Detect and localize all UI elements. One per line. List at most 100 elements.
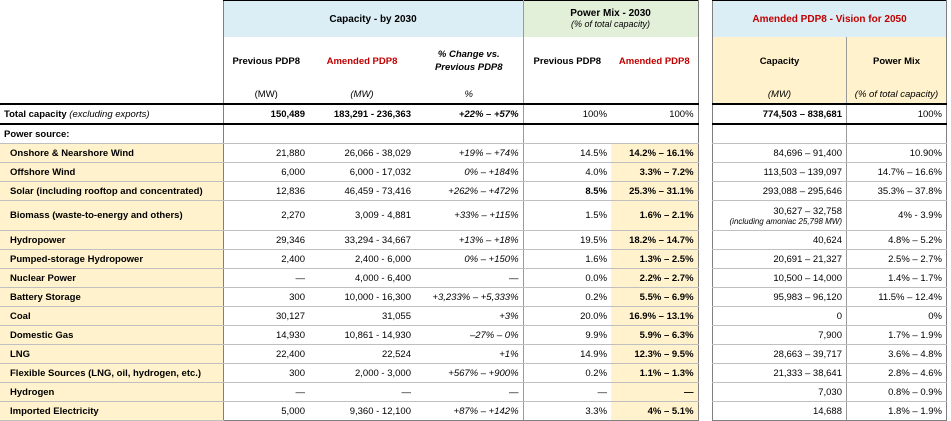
source-label: Imported Electricity	[0, 401, 223, 421]
prev-capacity: 300	[222, 287, 309, 307]
pm-prev: 14.5%	[523, 143, 612, 163]
table-row: 0 0%	[712, 306, 947, 326]
pm-prev: 8.5%	[523, 181, 612, 201]
unit-previous: (MW)	[222, 85, 309, 104]
v-capacity-cell: 14,688	[712, 401, 847, 421]
v-mix: 1.4% – 1.7%	[846, 268, 947, 288]
source-label: Pumped-storage Hydropower	[0, 249, 223, 269]
pm-prev: 1.6%	[523, 249, 612, 269]
v-mix: 10.90%	[846, 143, 947, 163]
power-source-row: Power source:	[0, 124, 699, 144]
capacity-change: –27% – 0%	[415, 325, 524, 345]
capacity-change: —	[415, 268, 524, 288]
v-capacity: 0	[836, 310, 842, 322]
v-capacity: 95,983 – 96,120	[773, 291, 842, 303]
prev-capacity: 6,000	[222, 162, 309, 182]
col-header-v-capacity: Capacity	[712, 37, 847, 85]
pm-amended: 18.2% – 14.7%	[611, 230, 699, 250]
pm-amended: 1.6% – 2.1%	[611, 200, 699, 231]
source-label: Nuclear Power	[0, 268, 223, 288]
v-capacity: 28,663 – 39,717	[773, 348, 842, 360]
pm-amended: 2.2% – 2.7%	[611, 268, 699, 288]
total-amended: 183,291 - 236,363	[309, 103, 415, 125]
pm-amended: 3.3% – 7.2%	[611, 162, 699, 182]
total-label-note: (excluding exports)	[69, 108, 150, 120]
amended-capacity: 4,000 - 6,400	[309, 268, 415, 288]
capacity-change: +87% – +142%	[415, 401, 524, 421]
v-mix: 4.8% – 5.2%	[846, 230, 947, 250]
table-row: Hydrogen — — — — —	[0, 382, 699, 402]
v-capacity-note: (including amoniac 25,798 MW)	[729, 216, 843, 226]
col-header-v-powermix: Power Mix	[846, 37, 947, 85]
col-header-pm-previous: Previous PDP8	[533, 55, 602, 67]
unit-v-powermix: (% of total capacity)	[846, 85, 947, 104]
prev-capacity: 29,346	[222, 230, 309, 250]
table-row: 7,030 0.8% – 0.9%	[712, 382, 947, 402]
v-mix: 0%	[846, 306, 947, 326]
source-label: Biomass (waste-to-energy and others)	[0, 200, 223, 231]
col-header-previous-pdp8: Previous PDP8	[222, 37, 309, 85]
v-mix: 0.8% – 0.9%	[846, 382, 947, 402]
v-capacity-cell: 95,983 – 96,120	[712, 287, 847, 307]
prev-capacity: 22,400	[222, 344, 309, 364]
source-label: Battery Storage	[0, 287, 223, 307]
table-row: 113,503 – 139,097 14.7% – 16.6%	[712, 162, 947, 182]
table-row: Nuclear Power —4,000 - 6,400—0.0% 2.2% – 2…	[0, 268, 699, 288]
v-mix: 2.5% – 2.7%	[846, 249, 947, 269]
v-capacity-cell: 10,500 – 14,000	[712, 268, 847, 288]
table-row: 84,696 – 91,400 10.90%	[712, 143, 947, 163]
capacity-change: 0% – +184%	[415, 162, 524, 182]
pm-amended: 25.3% – 31.1%	[611, 181, 699, 201]
v-capacity-cell: 21,333 – 38,641	[712, 363, 847, 383]
capacity-change: +3%	[415, 306, 524, 326]
prev-capacity: 12,836	[222, 181, 309, 201]
table-row: Domestic Gas 14,930 10,861 - 14,930 –27% – …	[0, 325, 699, 345]
capacity-change: +13% – +18%	[415, 230, 524, 250]
capacity-change: +3,233% – +5,333%	[415, 287, 524, 307]
table-row: Coal 30,127 31,055 +3% 20.0% 16.9% – 13.1%	[0, 306, 699, 326]
v-capacity: 293,088 – 295,646	[762, 185, 842, 197]
capacity-2030-table: Capacity - by 2030 Power Mix - 2030 (% o…	[0, 0, 699, 421]
v-mix: 14.7% – 16.6%	[846, 162, 947, 182]
v-capacity: 7,030	[818, 386, 842, 398]
v-capacity-cell: 7,900	[712, 325, 847, 345]
table-row: Battery Storage 300 10,000 - 16,300 +3,233%…	[0, 287, 699, 307]
col-header-pm-amended: Amended PDP8	[611, 37, 699, 85]
source-label: Solar (including rooftop and concentrate…	[0, 181, 223, 201]
prev-capacity: —	[222, 382, 309, 402]
amended-capacity: 10,861 - 14,930	[309, 325, 415, 345]
v-mix: 35.3% – 37.8%	[846, 181, 947, 201]
amended-capacity: 3,009 - 4,881	[309, 200, 415, 231]
table-row: 40,624 4.8% – 5.2%	[712, 230, 947, 250]
table-row: 28,663 – 39,717 3.6% – 4.8%	[712, 344, 947, 364]
prev-capacity: 2,270	[222, 200, 309, 231]
capacity-change: +567% – +900%	[415, 363, 524, 383]
v-mix: 2.8% – 4.6%	[846, 363, 947, 383]
pm-prev: 0.2%	[523, 287, 612, 307]
capacity-change: +1%	[415, 344, 524, 364]
pm-amended: 1.1% – 1.3%	[611, 363, 699, 383]
power-source-label: Power source:	[0, 124, 223, 144]
v-capacity: 10,500 – 14,000	[773, 272, 842, 284]
capacity-change: —	[415, 382, 524, 402]
pm-amended: 16.9% – 13.1%	[611, 306, 699, 326]
v-mix: 11.5% – 12.4%	[846, 287, 947, 307]
v-capacity-cell: 28,663 – 39,717	[712, 344, 847, 364]
pm-prev: —	[523, 382, 612, 402]
table-row: Solar (including rooftop and concentrate…	[0, 181, 699, 201]
amended-capacity: 31,055	[309, 306, 415, 326]
source-label: Offshore Wind	[0, 162, 223, 182]
powermix-group-title: Power Mix - 2030	[570, 8, 651, 19]
total-prev: 150,489	[222, 103, 309, 125]
source-label: Hydrogen	[0, 382, 223, 402]
vision-2050-table: Amended PDP8 - Vision for 2050 Capacity …	[712, 0, 947, 421]
v-capacity: 20,691 – 21,327	[773, 253, 842, 265]
table-row: LNG 22,400 22,524 +1% 14.9% 12.3% – 9.5%	[0, 344, 699, 364]
v-mix: 3.6% – 4.8%	[846, 344, 947, 364]
table-row: 30,627 – 32,758 (including amoniac 25,798…	[712, 200, 947, 231]
total-v-mix: 100%	[846, 103, 947, 125]
source-label: Onshore & Nearshore Wind	[0, 143, 223, 163]
powermix-group-subtitle: (% of total capacity)	[571, 19, 651, 29]
amended-capacity: 10,000 - 16,300	[309, 287, 415, 307]
